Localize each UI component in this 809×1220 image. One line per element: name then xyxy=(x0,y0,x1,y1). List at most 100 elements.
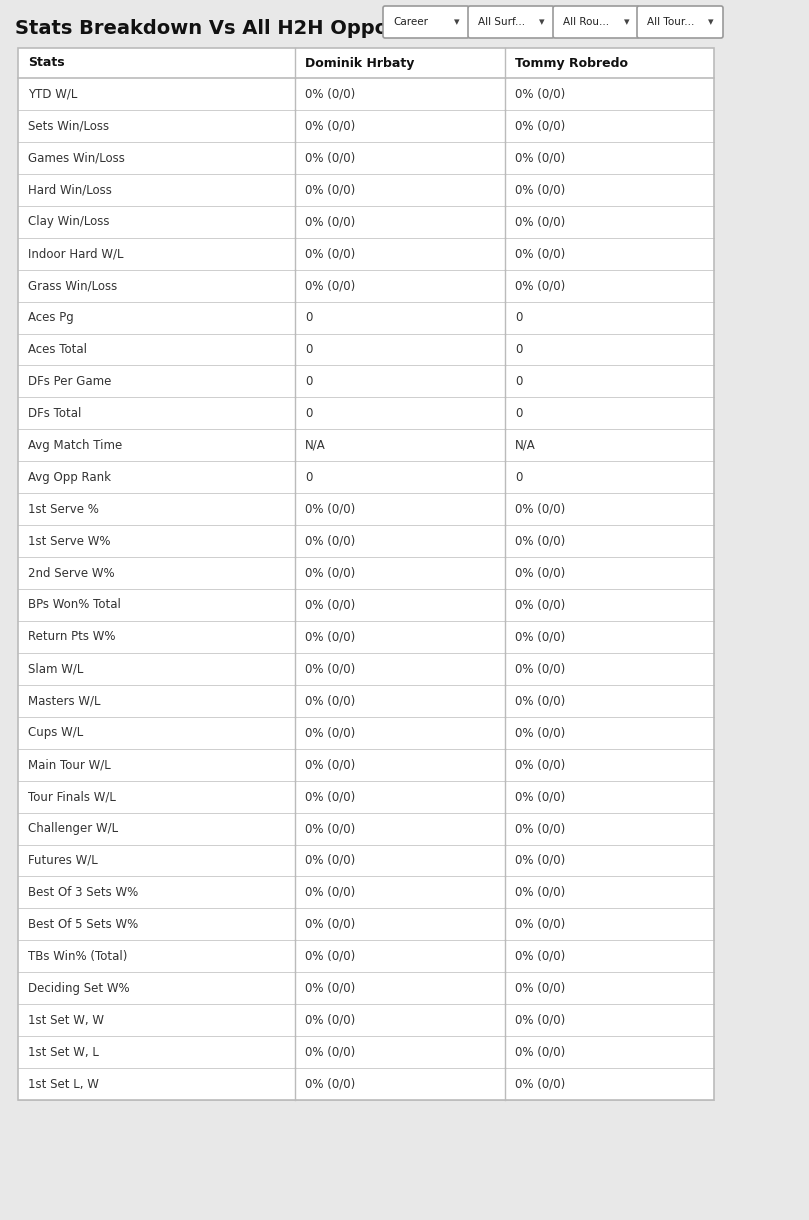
Text: Best Of 5 Sets W%: Best Of 5 Sets W% xyxy=(28,917,138,931)
Text: 0% (0/0): 0% (0/0) xyxy=(515,950,565,963)
Text: Clay Win/Loss: Clay Win/Loss xyxy=(28,215,109,228)
Text: 0% (0/0): 0% (0/0) xyxy=(305,120,355,133)
Text: 0% (0/0): 0% (0/0) xyxy=(515,599,565,611)
Text: Aces Total: Aces Total xyxy=(28,343,87,356)
Text: 0% (0/0): 0% (0/0) xyxy=(515,151,565,165)
Text: 0% (0/0): 0% (0/0) xyxy=(305,822,355,834)
Text: Career: Career xyxy=(393,17,428,27)
Text: 0: 0 xyxy=(305,343,312,356)
FancyBboxPatch shape xyxy=(553,6,639,38)
Text: 0% (0/0): 0% (0/0) xyxy=(515,631,565,643)
Text: Deciding Set W%: Deciding Set W% xyxy=(28,982,129,994)
Text: 0% (0/0): 0% (0/0) xyxy=(515,248,565,260)
Text: 0: 0 xyxy=(515,406,523,420)
Bar xyxy=(18,48,714,1100)
Text: 0% (0/0): 0% (0/0) xyxy=(515,183,565,196)
Text: Stats: Stats xyxy=(28,56,65,70)
Text: 0% (0/0): 0% (0/0) xyxy=(515,120,565,133)
Text: 0% (0/0): 0% (0/0) xyxy=(515,566,565,580)
Text: 0% (0/0): 0% (0/0) xyxy=(305,215,355,228)
Text: 1st Set W, L: 1st Set W, L xyxy=(28,1046,99,1059)
Text: 0% (0/0): 0% (0/0) xyxy=(305,1014,355,1027)
Text: 0: 0 xyxy=(305,406,312,420)
Text: 1st Serve %: 1st Serve % xyxy=(28,503,99,516)
FancyBboxPatch shape xyxy=(637,6,723,38)
Text: 0% (0/0): 0% (0/0) xyxy=(515,726,565,739)
Text: 0: 0 xyxy=(515,311,523,325)
Text: 0% (0/0): 0% (0/0) xyxy=(305,950,355,963)
Text: 0: 0 xyxy=(515,343,523,356)
Text: 0: 0 xyxy=(515,375,523,388)
Text: Avg Match Time: Avg Match Time xyxy=(28,439,122,451)
FancyBboxPatch shape xyxy=(383,6,469,38)
Text: Hard Win/Loss: Hard Win/Loss xyxy=(28,183,112,196)
Text: 0% (0/0): 0% (0/0) xyxy=(305,279,355,292)
Text: Masters W/L: Masters W/L xyxy=(28,694,100,708)
Text: 0% (0/0): 0% (0/0) xyxy=(515,534,565,548)
Text: Slam W/L: Slam W/L xyxy=(28,662,83,676)
Text: 2nd Serve W%: 2nd Serve W% xyxy=(28,566,115,580)
Text: Stats Breakdown Vs All H2H Opponents: Stats Breakdown Vs All H2H Opponents xyxy=(15,18,450,38)
Text: 0% (0/0): 0% (0/0) xyxy=(305,183,355,196)
Text: 0% (0/0): 0% (0/0) xyxy=(515,279,565,292)
Text: 1st Set W, W: 1st Set W, W xyxy=(28,1014,104,1027)
Text: 0% (0/0): 0% (0/0) xyxy=(305,599,355,611)
Text: 0% (0/0): 0% (0/0) xyxy=(305,758,355,771)
Text: 0% (0/0): 0% (0/0) xyxy=(305,854,355,867)
Text: 0% (0/0): 0% (0/0) xyxy=(305,726,355,739)
Text: 0% (0/0): 0% (0/0) xyxy=(515,694,565,708)
Text: N/A: N/A xyxy=(305,439,326,451)
Text: 0: 0 xyxy=(305,471,312,483)
Text: YTD W/L: YTD W/L xyxy=(28,88,78,100)
Text: Avg Opp Rank: Avg Opp Rank xyxy=(28,471,111,483)
Text: 0% (0/0): 0% (0/0) xyxy=(305,1077,355,1091)
Text: Indoor Hard W/L: Indoor Hard W/L xyxy=(28,248,124,260)
Text: TBs Win% (Total): TBs Win% (Total) xyxy=(28,950,127,963)
Text: 0: 0 xyxy=(305,311,312,325)
Text: ▾: ▾ xyxy=(539,17,544,27)
Text: ▾: ▾ xyxy=(708,17,714,27)
Text: 0% (0/0): 0% (0/0) xyxy=(515,1014,565,1027)
Text: 0% (0/0): 0% (0/0) xyxy=(515,215,565,228)
Text: ▾: ▾ xyxy=(454,17,460,27)
Text: 0% (0/0): 0% (0/0) xyxy=(305,662,355,676)
Text: All Rou...: All Rou... xyxy=(563,17,609,27)
Text: DFs Total: DFs Total xyxy=(28,406,82,420)
Text: DFs Per Game: DFs Per Game xyxy=(28,375,112,388)
Text: 0% (0/0): 0% (0/0) xyxy=(515,822,565,834)
Text: 0% (0/0): 0% (0/0) xyxy=(515,662,565,676)
Text: Cups W/L: Cups W/L xyxy=(28,726,83,739)
Text: Challenger W/L: Challenger W/L xyxy=(28,822,118,834)
Text: 0% (0/0): 0% (0/0) xyxy=(305,88,355,100)
Text: 0% (0/0): 0% (0/0) xyxy=(305,534,355,548)
Text: 0% (0/0): 0% (0/0) xyxy=(305,982,355,994)
Text: 0% (0/0): 0% (0/0) xyxy=(515,854,565,867)
Text: 0% (0/0): 0% (0/0) xyxy=(305,694,355,708)
Text: 0% (0/0): 0% (0/0) xyxy=(305,248,355,260)
Text: Sets Win/Loss: Sets Win/Loss xyxy=(28,120,109,133)
Text: N/A: N/A xyxy=(515,439,536,451)
Text: Futures W/L: Futures W/L xyxy=(28,854,98,867)
Text: 0% (0/0): 0% (0/0) xyxy=(305,631,355,643)
Text: 0% (0/0): 0% (0/0) xyxy=(515,503,565,516)
Text: Aces Pg: Aces Pg xyxy=(28,311,74,325)
Text: 0% (0/0): 0% (0/0) xyxy=(515,917,565,931)
Text: 0% (0/0): 0% (0/0) xyxy=(515,1046,565,1059)
FancyBboxPatch shape xyxy=(468,6,554,38)
Text: 0% (0/0): 0% (0/0) xyxy=(515,982,565,994)
Text: All Tour...: All Tour... xyxy=(647,17,694,27)
Text: Best Of 3 Sets W%: Best Of 3 Sets W% xyxy=(28,886,138,899)
Text: 0% (0/0): 0% (0/0) xyxy=(305,566,355,580)
Text: Tommy Robredo: Tommy Robredo xyxy=(515,56,628,70)
Text: Games Win/Loss: Games Win/Loss xyxy=(28,151,125,165)
Text: Grass Win/Loss: Grass Win/Loss xyxy=(28,279,117,292)
Text: Dominik Hrbaty: Dominik Hrbaty xyxy=(305,56,414,70)
Text: 0% (0/0): 0% (0/0) xyxy=(515,791,565,803)
Text: 0: 0 xyxy=(515,471,523,483)
Text: 0: 0 xyxy=(305,375,312,388)
Text: 0% (0/0): 0% (0/0) xyxy=(515,1077,565,1091)
Text: 0% (0/0): 0% (0/0) xyxy=(305,917,355,931)
Text: Tour Finals W/L: Tour Finals W/L xyxy=(28,791,116,803)
Text: Main Tour W/L: Main Tour W/L xyxy=(28,758,111,771)
Text: 1st Serve W%: 1st Serve W% xyxy=(28,534,111,548)
